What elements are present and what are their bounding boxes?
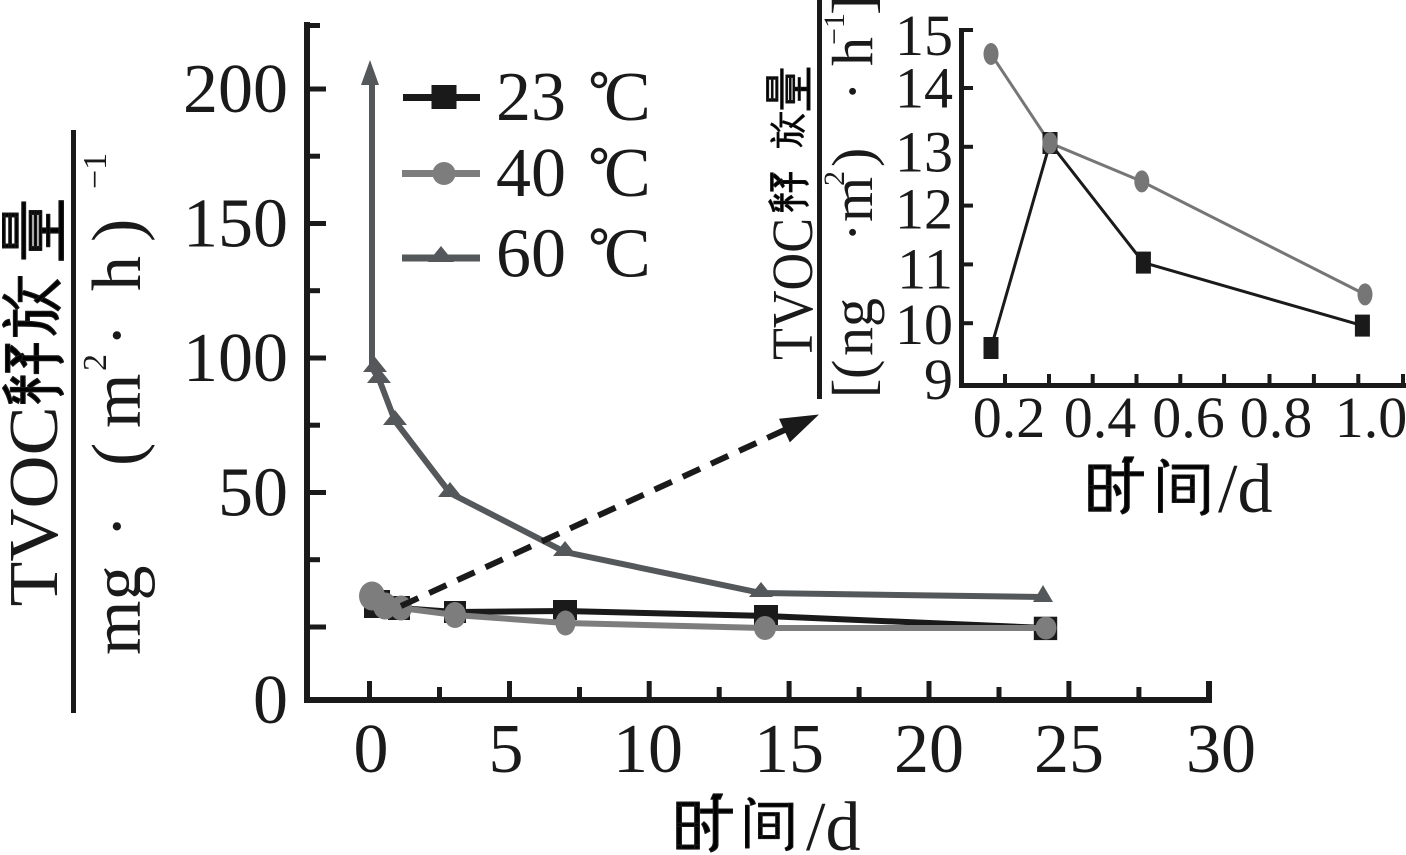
svg-text:TVOC: TVOC	[760, 218, 824, 360]
svg-text:40: 40	[496, 135, 566, 212]
svg-text:14: 14	[895, 56, 953, 121]
svg-text:2: 2	[77, 354, 114, 371]
svg-text:TVOC: TVOC	[0, 406, 73, 606]
svg-text:10: 10	[613, 711, 683, 788]
svg-text:C: C	[604, 135, 651, 212]
svg-text:20: 20	[894, 711, 964, 788]
svg-text:]: ]	[820, 0, 885, 15]
svg-text:): )	[79, 219, 156, 242]
svg-text:100: 100	[183, 320, 288, 397]
svg-text:9: 9	[924, 347, 953, 412]
svg-text:13: 13	[895, 119, 953, 184]
svg-text:g: g	[820, 298, 885, 327]
svg-text:1.0: 1.0	[1335, 385, 1406, 450]
svg-text:0: 0	[354, 711, 389, 788]
svg-text:23: 23	[496, 59, 566, 136]
svg-text:C: C	[604, 216, 651, 293]
svg-text:50: 50	[218, 455, 288, 532]
svg-text:11: 11	[897, 237, 953, 302]
svg-text:mg: mg	[79, 566, 156, 655]
svg-text:0.6: 0.6	[1152, 385, 1225, 450]
svg-text:[: [	[820, 379, 885, 398]
svg-text:m: m	[820, 177, 885, 222]
svg-text:0.8: 0.8	[1240, 385, 1313, 450]
svg-text:150: 150	[183, 186, 288, 263]
svg-text:·: ·	[79, 324, 156, 347]
svg-text:(: (	[820, 360, 885, 379]
svg-text:200: 200	[183, 51, 288, 128]
svg-text:−1: −1	[818, 13, 851, 45]
svg-text:n: n	[820, 327, 885, 356]
svg-text:): )	[820, 148, 885, 167]
svg-text:h: h	[820, 37, 885, 66]
svg-text:/d: /d	[806, 789, 860, 855]
svg-text:0: 0	[253, 662, 288, 739]
svg-text:30: 30	[1186, 711, 1256, 788]
svg-text:15: 15	[754, 711, 824, 788]
svg-text:60: 60	[496, 216, 566, 293]
svg-text:·: ·	[820, 82, 885, 101]
svg-text:0.2: 0.2	[973, 385, 1046, 450]
svg-text:10: 10	[895, 292, 953, 357]
svg-text:2: 2	[818, 171, 851, 186]
svg-text:0.4: 0.4	[1064, 385, 1137, 450]
svg-text:12: 12	[895, 176, 953, 241]
svg-text:C: C	[604, 59, 651, 136]
svg-text:(: (	[79, 443, 156, 466]
svg-text:·: ·	[79, 515, 156, 538]
svg-text:−1: −1	[77, 153, 114, 189]
svg-text:15: 15	[895, 3, 953, 68]
svg-text:h: h	[79, 256, 156, 291]
svg-text:m: m	[79, 374, 156, 428]
svg-text:·: ·	[820, 223, 885, 242]
svg-text:/d: /d	[1218, 451, 1272, 528]
svg-text:5: 5	[489, 711, 524, 788]
svg-text:25: 25	[1034, 711, 1104, 788]
